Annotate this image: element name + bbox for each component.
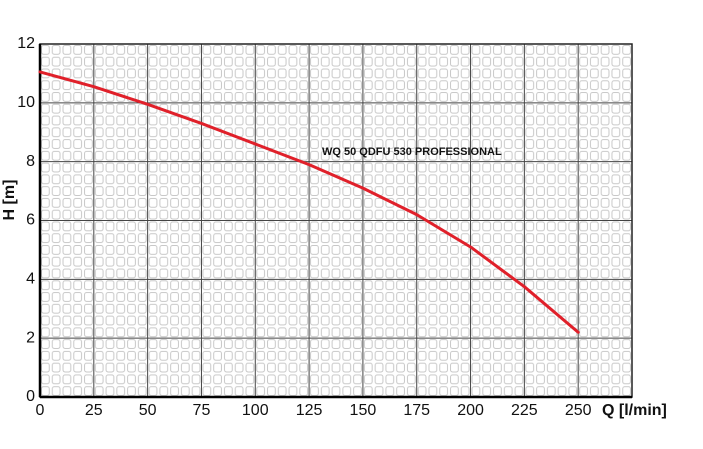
x-tick-label: 150 (350, 402, 377, 419)
x-axis-label: Q [l/min] (602, 402, 667, 419)
curve (38, 70, 580, 334)
x-tick-label: 175 (403, 402, 430, 419)
y-tick-label: 2 (26, 329, 35, 346)
x-tick-label: 100 (242, 402, 269, 419)
x-tick-label: 0 (36, 402, 45, 419)
y-tick-label: 8 (26, 153, 35, 170)
x-tick-label: 75 (193, 402, 211, 419)
y-tick-label: 10 (17, 94, 35, 111)
x-tick-label: 250 (565, 402, 592, 419)
y-tick-label: 12 (17, 35, 35, 52)
y-tick-label: 6 (26, 212, 35, 229)
y-tick-label: 4 (26, 271, 35, 288)
y-tick-label: 0 (26, 388, 35, 405)
annotation: WQ 50 QDFU 530 PROFESSIONAL (322, 146, 502, 158)
x-tick-label: 200 (457, 402, 484, 419)
x-tick-label: 25 (85, 402, 103, 419)
x-tick-label: 125 (296, 402, 323, 419)
y-axis-label: H [m] (1, 180, 18, 221)
x-tick-label: 50 (139, 402, 157, 419)
x-tick-label: 225 (511, 402, 538, 419)
